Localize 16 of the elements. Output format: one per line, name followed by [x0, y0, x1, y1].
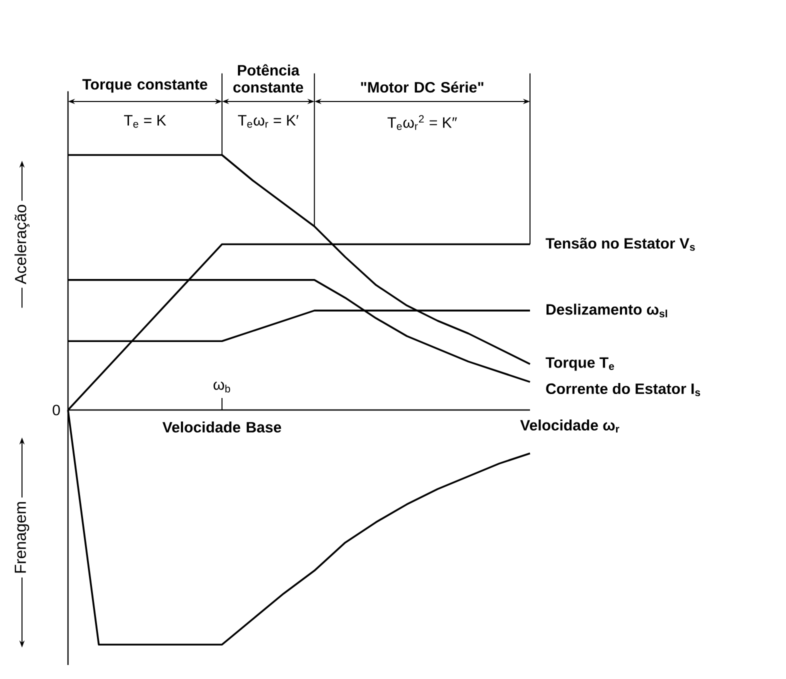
text: T$_{e}$ = K [124, 115, 166, 128]
y-axis-title: Aceleração [14, 204, 30, 284]
series-label: Tensão no Estator V$_{s}$ [546, 238, 695, 251]
series-label: Torque T$_{e}$ [546, 357, 614, 371]
text: Torque constante [82, 79, 208, 93]
series-label: Corrente do Estator I$_{s}$ [546, 383, 700, 396]
annotation: ω$_{b}$ [214, 382, 230, 392]
series-label: Deslizamento ω$_{sl}$ [546, 304, 668, 318]
text: Potência constante [233, 64, 304, 93]
x-axis-title: Velocidade ω$_{r}$ [520, 420, 620, 433]
text: Frenagem [14, 502, 30, 573]
annotation: Velocidade Base [162, 422, 282, 433]
text: T$_{e}$ω$_{r}$ = K′ [238, 115, 298, 128]
text: T$_{e}$ω$_{r}$$^{2}$ = K″ [388, 115, 457, 130]
text: "Motor DC Série" [361, 81, 484, 93]
text: 0 [52, 404, 60, 416]
